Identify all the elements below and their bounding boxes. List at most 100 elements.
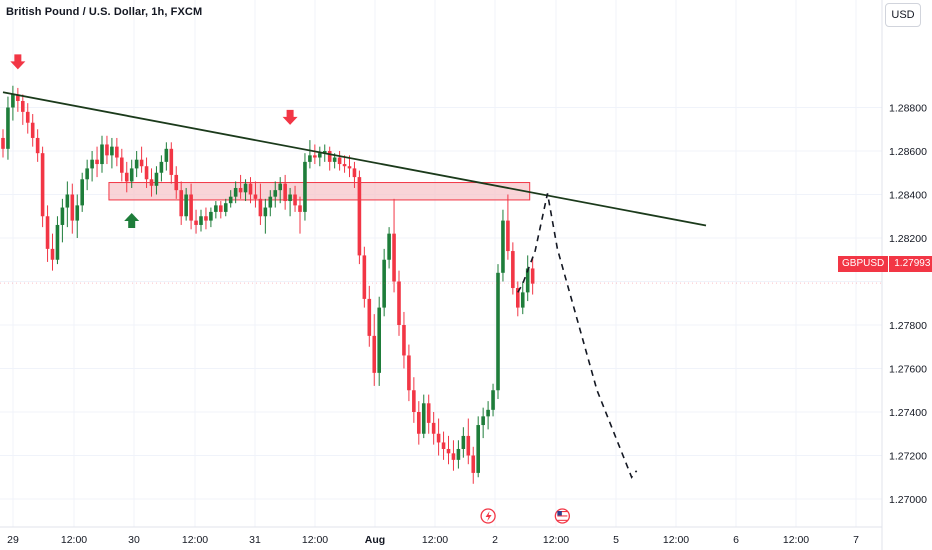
candle-up <box>308 155 312 162</box>
candle-up <box>55 224 60 260</box>
time-tick-label: 7 <box>853 534 859 546</box>
candle-down <box>412 390 416 412</box>
candle-down <box>105 144 109 156</box>
candle-up <box>318 153 322 158</box>
candles <box>1 85 535 484</box>
candle-up <box>476 425 480 473</box>
candle-down <box>40 153 45 217</box>
candle-down <box>115 146 119 158</box>
candle-down <box>194 220 198 225</box>
candle-up <box>377 307 381 373</box>
candle-up <box>110 146 114 156</box>
candle-up <box>233 187 238 197</box>
candle-down <box>169 148 174 175</box>
candle-up <box>243 183 248 193</box>
candle-down <box>120 157 124 173</box>
last-price-tag: GBPUSD 1.27993 <box>838 256 932 272</box>
price-tag-symbol: GBPUSD <box>838 256 890 272</box>
candle-down <box>313 155 317 158</box>
time-tick-label: 12:00 <box>543 534 569 546</box>
candle-up <box>6 107 10 149</box>
candle-up <box>486 409 490 417</box>
price-tick-label: 1.28800 <box>889 103 927 115</box>
time-axis[interactable]: 29 12:00 30 12:00 31 12:00 Aug 12:00 2 12:00 5 12:0… <box>0 526 882 546</box>
time-tick-label: 12:00 <box>783 534 809 546</box>
time-tick-label: 2 <box>492 534 498 546</box>
price-tick-label: 1.27800 <box>889 320 927 332</box>
candle-down <box>426 403 431 423</box>
flag-stripe <box>557 519 568 521</box>
candle-down <box>466 435 471 456</box>
candle-up <box>332 157 337 162</box>
candle-up <box>268 196 273 208</box>
resistance-zone-rect <box>108 182 531 201</box>
time-tick-label: 30 <box>128 534 140 546</box>
candle-down <box>149 179 154 186</box>
candle-up <box>501 220 505 273</box>
arrow-down-icon <box>282 109 298 125</box>
candle-up <box>525 268 530 293</box>
candle-down <box>283 183 287 202</box>
flag-stripe <box>557 515 568 517</box>
flash-icon[interactable] <box>480 508 496 524</box>
candle-down <box>124 172 129 182</box>
time-tick-label: 12:00 <box>422 534 448 546</box>
candle-down <box>392 233 396 282</box>
candle-down <box>253 194 258 199</box>
price-tick-label: 1.27600 <box>889 364 927 376</box>
time-tick-label: 29 <box>7 534 19 546</box>
candle-up <box>100 144 104 165</box>
candle-down <box>30 122 35 138</box>
price-tick-label: 1.28200 <box>889 233 927 245</box>
time-tick-label: 12:00 <box>663 534 689 546</box>
price-tick-label: 1.27200 <box>889 451 927 463</box>
arrow-down-icon <box>10 54 26 70</box>
candle-up <box>214 205 218 212</box>
candle-down <box>431 422 436 434</box>
candle-down <box>436 433 441 443</box>
candle-up <box>382 259 386 308</box>
candle-down <box>352 168 357 178</box>
candle-down <box>446 448 451 454</box>
candle-down <box>367 298 372 336</box>
candle-up <box>278 183 282 191</box>
candle-up <box>11 94 15 108</box>
annotations <box>0 54 882 524</box>
candle-down <box>179 190 183 217</box>
price-tick-label: 1.27400 <box>889 407 927 419</box>
chart-title: British Pound / U.S. Dollar, 1h, FXCM <box>6 6 203 18</box>
candle-down <box>35 137 40 154</box>
candle-down <box>21 100 25 112</box>
time-tick-label: 12:00 <box>302 534 328 546</box>
time-tick-label: 12:00 <box>61 534 87 546</box>
candle-down <box>139 159 144 167</box>
candle-down <box>516 288 520 308</box>
candle-down <box>506 220 510 252</box>
candle-up <box>90 159 94 169</box>
candle-down <box>219 205 223 212</box>
flash-icon-bolt <box>485 511 492 522</box>
candle-up <box>263 207 268 217</box>
us-flag-icon[interactable] <box>554 508 570 524</box>
candle-down <box>407 355 411 391</box>
candle-down <box>347 166 352 169</box>
candle-down <box>95 159 99 165</box>
candle-up <box>387 233 391 260</box>
resistance-zone <box>108 182 531 201</box>
price-axis[interactable]: 1.27000 1.27200 1.27400 1.27600 1.27800 1.282… <box>881 0 927 550</box>
candle-down <box>1 137 5 149</box>
candle-down <box>25 111 30 123</box>
candle-down <box>204 216 208 221</box>
currency-button[interactable]: USD <box>885 3 921 27</box>
time-tick-label: 5 <box>613 534 619 546</box>
candle-up <box>481 416 485 426</box>
price-tag-value: 1.27993 <box>889 256 932 272</box>
grid <box>0 0 882 527</box>
candle-up <box>303 161 307 212</box>
candle-up <box>159 161 164 173</box>
candle-up <box>60 207 65 225</box>
price-tick-label: 1.27000 <box>889 494 927 506</box>
candle-up <box>273 190 278 197</box>
candle-up <box>228 196 233 204</box>
